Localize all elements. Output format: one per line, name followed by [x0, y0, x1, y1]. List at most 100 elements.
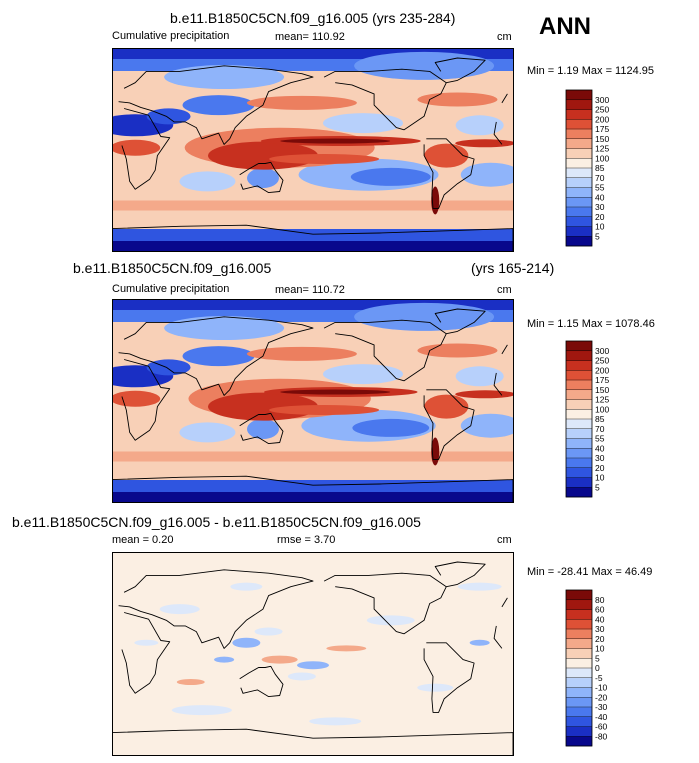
- colorbar-swatch: [566, 707, 592, 718]
- panel2-minmax: Min = 1.15 Max = 1078.46: [527, 318, 655, 330]
- panel3-minmax: Min = -28.41 Max = 46.49: [527, 566, 653, 578]
- colorbar-tick-label: 150: [595, 134, 609, 144]
- precip-field-contour: [269, 153, 380, 164]
- colorbar-swatch: [566, 109, 592, 120]
- colorbar-swatch: [566, 236, 592, 247]
- precip-field-contour: [460, 162, 513, 187]
- colorbar-tick-label: 125: [595, 395, 609, 405]
- colorbar-tick-label: -10: [595, 683, 608, 693]
- panel1-mean: mean= 110.92: [275, 31, 345, 43]
- colorbar-swatch: [566, 197, 592, 208]
- colorbar-swatch: [566, 677, 592, 688]
- precip-field-contour: [146, 359, 191, 376]
- coastline: [434, 308, 486, 335]
- precip-field-contour: [113, 49, 513, 59]
- panel2-mean: mean= 110.72: [275, 284, 345, 296]
- panel1-subtitle: Cumulative precipitation: [112, 30, 230, 42]
- panel3-rmse: rmse = 3.70: [277, 534, 336, 546]
- panel2-years: (yrs 165-214): [471, 260, 555, 276]
- colorbar-swatch: [566, 119, 592, 130]
- colorbar-tick-label: -20: [595, 692, 608, 702]
- coastline: [423, 138, 475, 209]
- precip-field-contour: [113, 390, 161, 407]
- colorbar-swatch: [566, 619, 592, 630]
- precip-field-contour: [113, 492, 513, 502]
- colorbar-tick-label: 55: [595, 183, 605, 193]
- colorbar-tick-label: 85: [595, 414, 605, 424]
- precip-field-contour: [247, 168, 279, 189]
- colorbar-tick-label: 5: [595, 231, 600, 241]
- colorbar-tick-label: 250: [595, 105, 609, 115]
- coastline: [121, 108, 503, 190]
- diff-field-contour: [326, 645, 367, 652]
- diff-field-contour: [176, 679, 205, 686]
- colorbar-swatch: [566, 609, 592, 620]
- diff-field-contour: [214, 656, 235, 663]
- precip-field-contour: [354, 302, 495, 331]
- season-label: ANN: [539, 13, 591, 40]
- colorbar-swatch: [566, 487, 592, 498]
- precip-field-contour: [246, 95, 357, 110]
- colorbar-swatch: [566, 216, 592, 227]
- coastline: [423, 389, 475, 460]
- colorbar-tick-label: 200: [595, 114, 609, 124]
- colorbar-swatch: [566, 477, 592, 488]
- precip-field-contour: [113, 451, 513, 462]
- precip-field-contour: [113, 300, 513, 310]
- colorbar-tick-label: 100: [595, 404, 609, 414]
- colorbar-swatch: [566, 138, 592, 149]
- colorbar-swatch: [566, 399, 592, 410]
- colorbar-swatch: [566, 629, 592, 640]
- colorbar-swatch: [566, 716, 592, 727]
- panel3-units: cm: [497, 534, 512, 546]
- colorbar-swatch: [566, 226, 592, 237]
- colorbar-swatch: [566, 668, 592, 679]
- colorbar-swatch: [566, 697, 592, 708]
- coastline: [118, 569, 508, 649]
- colorbar-tick-label: -30: [595, 702, 608, 712]
- panel2-title: b.e11.B1850C5CN.f09_g16.005: [73, 260, 272, 276]
- colorbar-swatch: [566, 389, 592, 400]
- diff-field-contour: [309, 717, 362, 726]
- precip-field-contour: [269, 404, 380, 415]
- precip-field-contour: [350, 167, 431, 186]
- precip-field-contour: [247, 419, 279, 440]
- colorbar-swatch: [566, 419, 592, 430]
- coastline: [239, 161, 284, 194]
- diff-field-contour: [254, 627, 283, 636]
- colorbar-tick-label: 55: [595, 434, 605, 444]
- colorbar-tick-label: -40: [595, 712, 608, 722]
- coastline: [323, 319, 447, 382]
- diff-field-contour: [171, 705, 232, 716]
- precip-field-contour: [455, 115, 504, 136]
- precip-field-contour: [246, 346, 357, 361]
- precip-field-contour: [424, 143, 469, 168]
- coastline: [113, 728, 513, 755]
- panel1-title: b.e11.B1850C5CN.f09_g16.005 (yrs 235-284…: [170, 10, 456, 26]
- panel3-title: b.e11.B1850C5CN.f09_g16.005 - b.e11.B185…: [12, 514, 421, 530]
- precip-field-contour: [352, 418, 430, 437]
- colorbar-tick-label: -80: [595, 731, 608, 741]
- colorbar-tick-label: 20: [595, 212, 605, 222]
- colorbar-tick-label: 85: [595, 163, 605, 173]
- diff-field-contour: [159, 604, 200, 615]
- colorbar-swatch: [566, 438, 592, 449]
- panel1-colorbar: 5 10 20 30 40 55 70 85 100 125 150 175 200 250 300: [565, 89, 626, 247]
- precip-field-contour: [323, 364, 403, 385]
- colorbar-swatch: [566, 638, 592, 649]
- diff-field-contour: [230, 582, 263, 591]
- colorbar-swatch: [566, 177, 592, 188]
- precip-field-contour: [323, 113, 403, 134]
- precip-field-contour: [113, 241, 513, 251]
- colorbar-swatch: [566, 168, 592, 179]
- precip-field-contour: [455, 390, 513, 399]
- colorbar-swatch: [566, 370, 592, 381]
- panel1-units: cm: [497, 31, 512, 43]
- diff-field-contour: [113, 553, 513, 755]
- precip-field-contour: [113, 200, 513, 211]
- precip-field-contour: [455, 139, 513, 148]
- precip-field-contour: [182, 346, 255, 367]
- coastline: [121, 359, 503, 441]
- colorbar-swatch: [566, 158, 592, 169]
- colorbar-tick-label: 200: [595, 365, 609, 375]
